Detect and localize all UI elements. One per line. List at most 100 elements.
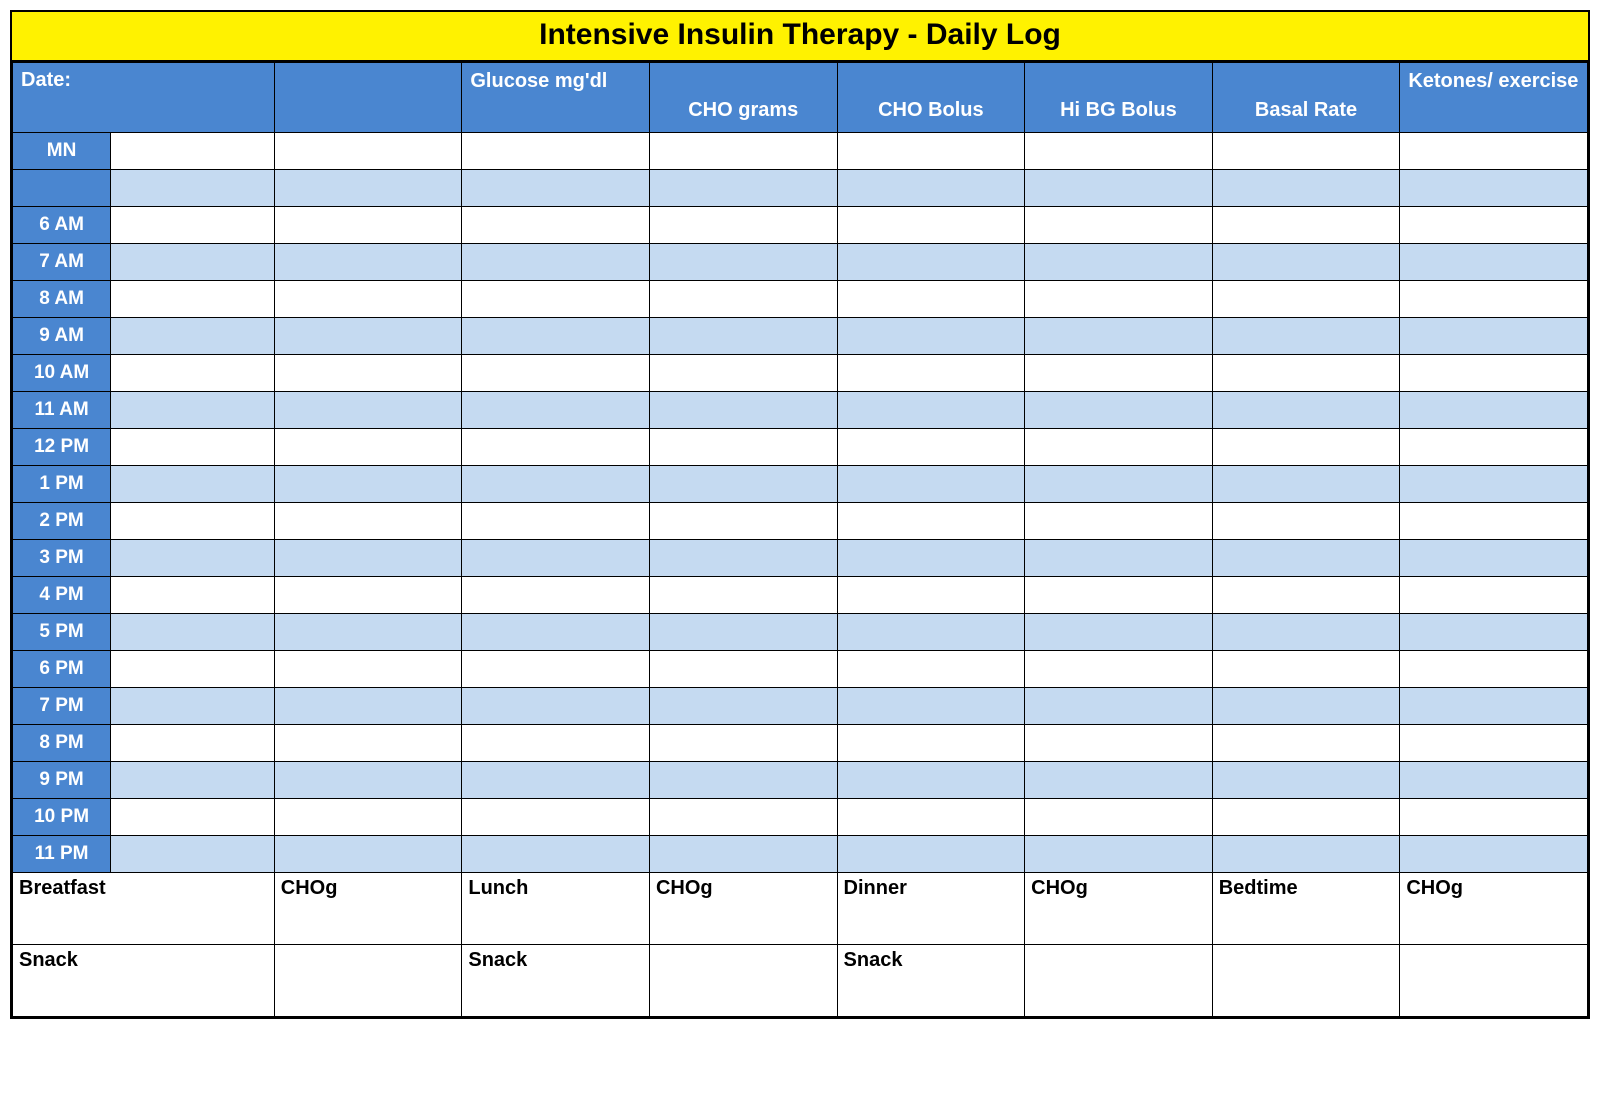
meal-cell[interactable]: CHOg bbox=[649, 873, 837, 945]
log-cell[interactable] bbox=[462, 503, 650, 540]
log-cell[interactable] bbox=[274, 392, 462, 429]
log-cell[interactable] bbox=[111, 244, 275, 281]
log-cell[interactable] bbox=[274, 688, 462, 725]
log-cell[interactable] bbox=[111, 355, 275, 392]
meal-cell[interactable]: Bedtime bbox=[1212, 873, 1400, 945]
log-cell[interactable] bbox=[1025, 836, 1213, 873]
log-cell[interactable] bbox=[837, 466, 1025, 503]
log-cell[interactable] bbox=[462, 392, 650, 429]
meal-cell[interactable]: Snack bbox=[837, 945, 1025, 1017]
log-cell[interactable] bbox=[649, 318, 837, 355]
log-cell[interactable] bbox=[1212, 244, 1400, 281]
log-cell[interactable] bbox=[1400, 725, 1588, 762]
log-cell[interactable] bbox=[837, 651, 1025, 688]
log-cell[interactable] bbox=[111, 318, 275, 355]
log-cell[interactable] bbox=[111, 762, 275, 799]
log-cell[interactable] bbox=[1400, 762, 1588, 799]
log-cell[interactable] bbox=[1400, 355, 1588, 392]
log-cell[interactable] bbox=[837, 614, 1025, 651]
log-cell[interactable] bbox=[462, 170, 650, 207]
log-cell[interactable] bbox=[649, 688, 837, 725]
log-cell[interactable] bbox=[111, 392, 275, 429]
log-cell[interactable] bbox=[1212, 688, 1400, 725]
log-cell[interactable] bbox=[649, 244, 837, 281]
log-cell[interactable] bbox=[837, 725, 1025, 762]
log-cell[interactable] bbox=[1212, 503, 1400, 540]
meal-cell[interactable]: Breatfast bbox=[13, 873, 275, 945]
log-cell[interactable] bbox=[1400, 466, 1588, 503]
log-cell[interactable] bbox=[111, 281, 275, 318]
log-cell[interactable] bbox=[649, 355, 837, 392]
meal-cell[interactable]: CHOg bbox=[1400, 873, 1588, 945]
log-cell[interactable] bbox=[274, 762, 462, 799]
log-cell[interactable] bbox=[111, 799, 275, 836]
log-cell[interactable] bbox=[1400, 392, 1588, 429]
log-cell[interactable] bbox=[111, 170, 275, 207]
log-cell[interactable] bbox=[274, 207, 462, 244]
meal-cell[interactable]: Snack bbox=[13, 945, 275, 1017]
log-cell[interactable] bbox=[1400, 318, 1588, 355]
log-cell[interactable] bbox=[649, 540, 837, 577]
meal-cell[interactable]: Dinner bbox=[837, 873, 1025, 945]
log-cell[interactable] bbox=[462, 355, 650, 392]
log-cell[interactable] bbox=[837, 392, 1025, 429]
log-cell[interactable] bbox=[274, 466, 462, 503]
log-cell[interactable] bbox=[274, 540, 462, 577]
log-cell[interactable] bbox=[837, 133, 1025, 170]
log-cell[interactable] bbox=[837, 244, 1025, 281]
log-cell[interactable] bbox=[649, 725, 837, 762]
log-cell[interactable] bbox=[1025, 318, 1213, 355]
log-cell[interactable] bbox=[111, 577, 275, 614]
log-cell[interactable] bbox=[1025, 207, 1213, 244]
log-cell[interactable] bbox=[111, 429, 275, 466]
log-cell[interactable] bbox=[1400, 133, 1588, 170]
log-cell[interactable] bbox=[649, 799, 837, 836]
log-cell[interactable] bbox=[1025, 392, 1213, 429]
log-cell[interactable] bbox=[1400, 836, 1588, 873]
log-cell[interactable] bbox=[111, 207, 275, 244]
log-cell[interactable] bbox=[837, 799, 1025, 836]
log-cell[interactable] bbox=[462, 466, 650, 503]
log-cell[interactable] bbox=[1025, 503, 1213, 540]
log-cell[interactable] bbox=[274, 725, 462, 762]
log-cell[interactable] bbox=[1212, 318, 1400, 355]
log-cell[interactable] bbox=[462, 281, 650, 318]
log-cell[interactable] bbox=[462, 318, 650, 355]
log-cell[interactable] bbox=[462, 836, 650, 873]
log-cell[interactable] bbox=[1212, 836, 1400, 873]
log-cell[interactable] bbox=[1212, 207, 1400, 244]
log-cell[interactable] bbox=[1025, 540, 1213, 577]
log-cell[interactable] bbox=[1400, 577, 1588, 614]
log-cell[interactable] bbox=[837, 503, 1025, 540]
log-cell[interactable] bbox=[1212, 799, 1400, 836]
log-cell[interactable] bbox=[1212, 133, 1400, 170]
log-cell[interactable] bbox=[837, 836, 1025, 873]
log-cell[interactable] bbox=[649, 577, 837, 614]
log-cell[interactable] bbox=[462, 207, 650, 244]
log-cell[interactable] bbox=[1025, 688, 1213, 725]
log-cell[interactable] bbox=[1400, 244, 1588, 281]
log-cell[interactable] bbox=[111, 614, 275, 651]
log-cell[interactable] bbox=[1025, 725, 1213, 762]
log-cell[interactable] bbox=[274, 503, 462, 540]
meal-cell[interactable] bbox=[649, 945, 837, 1017]
log-cell[interactable] bbox=[462, 725, 650, 762]
log-cell[interactable] bbox=[837, 355, 1025, 392]
log-cell[interactable] bbox=[111, 133, 275, 170]
log-cell[interactable] bbox=[1212, 281, 1400, 318]
meal-cell[interactable] bbox=[1212, 945, 1400, 1017]
log-cell[interactable] bbox=[274, 429, 462, 466]
log-cell[interactable] bbox=[649, 392, 837, 429]
log-cell[interactable] bbox=[462, 133, 650, 170]
log-cell[interactable] bbox=[1025, 577, 1213, 614]
log-cell[interactable] bbox=[274, 799, 462, 836]
log-cell[interactable] bbox=[649, 281, 837, 318]
log-cell[interactable] bbox=[837, 207, 1025, 244]
log-cell[interactable] bbox=[1212, 170, 1400, 207]
meal-cell[interactable] bbox=[274, 945, 462, 1017]
log-cell[interactable] bbox=[1400, 540, 1588, 577]
log-cell[interactable] bbox=[462, 540, 650, 577]
log-cell[interactable] bbox=[837, 170, 1025, 207]
log-cell[interactable] bbox=[111, 725, 275, 762]
log-cell[interactable] bbox=[1212, 392, 1400, 429]
